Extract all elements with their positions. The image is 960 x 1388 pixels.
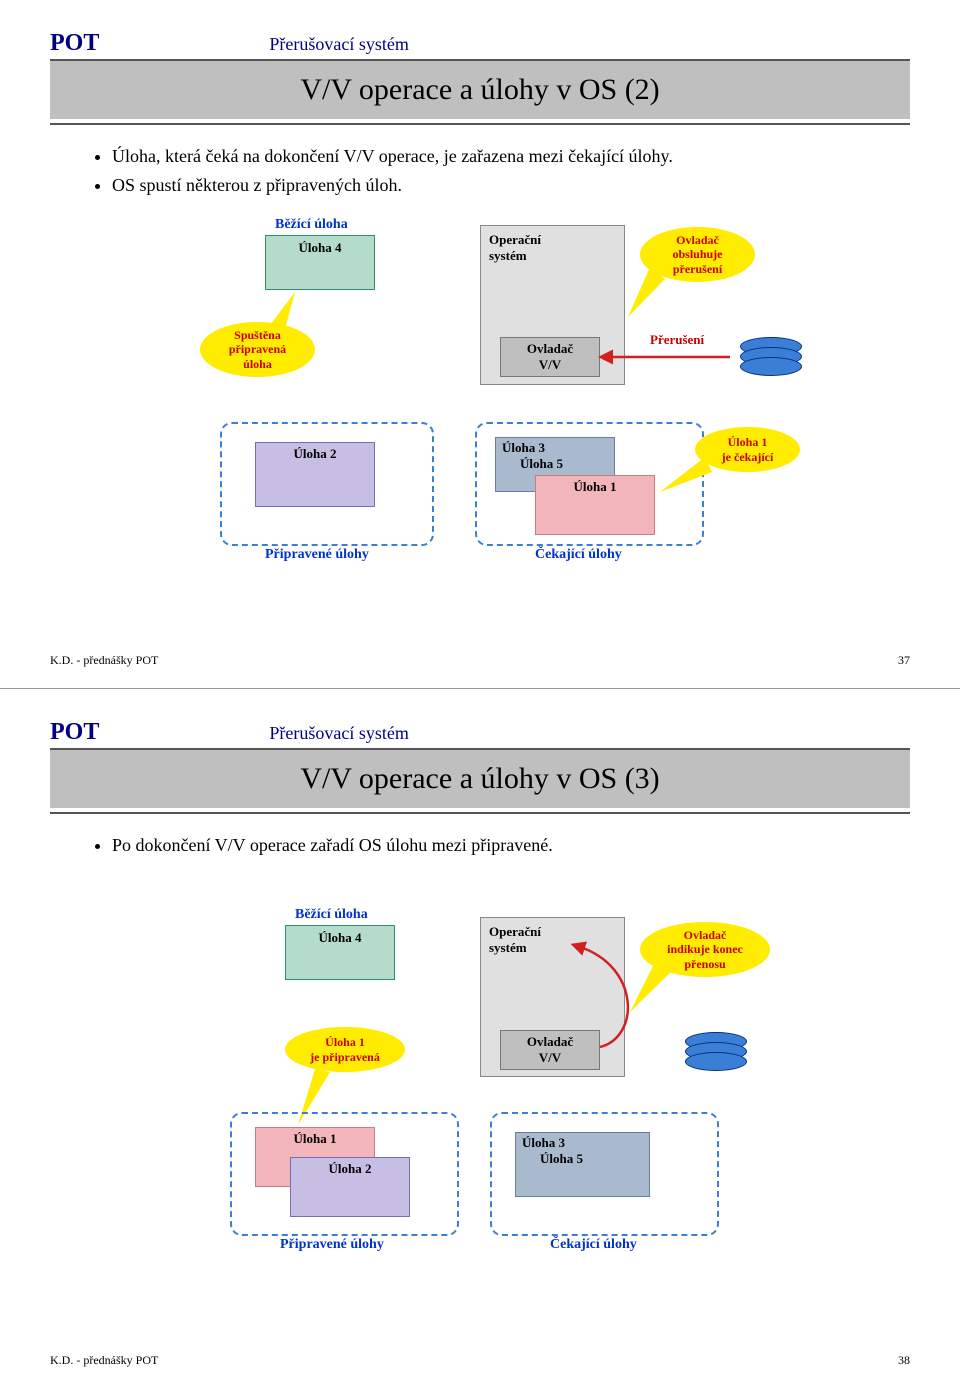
callout-os: Ovladač obsluhuje přerušení (640, 227, 755, 282)
task2-box: Úloha 2 (290, 1157, 410, 1217)
callout-spustena: Spuštěna připravená úloha (200, 322, 315, 377)
diagram-38: Běžící úloha Úloha 4 Operační systém Ovl… (80, 877, 880, 1347)
title-underline (50, 123, 910, 125)
disk-icon (685, 1052, 747, 1071)
bullet-1: Úloha, která čeká na dokončení V/V opera… (112, 143, 910, 170)
footer-credit: K.D. - přednášky POT (50, 1353, 158, 1368)
ready-label: Připravené úlohy (280, 1237, 384, 1253)
running-label: Běžící úloha (275, 217, 348, 233)
os-label: Operační systém (481, 918, 624, 962)
bullet-2: OS spustí některou z připravených úloh. (112, 172, 910, 199)
header-subtitle: Přerušovací systém (269, 34, 408, 55)
waiting-label: Čekající úlohy (535, 547, 622, 563)
task3-label: Úloha 3 (502, 440, 608, 456)
driver-box: Ovladač V/V (500, 337, 600, 377)
header-pot: POT (50, 719, 99, 746)
footer-credit: K.D. - přednášky POT (50, 653, 158, 668)
disk-icon (740, 357, 802, 376)
callout-waiting: Úloha 1 je čekající (695, 427, 800, 472)
bullet-list: Po dokončení V/V operace zařadí OS úlohu… (72, 832, 910, 859)
page-number: 38 (898, 1353, 910, 1368)
slide-38: POT Přerušovací systém V/V operace a úlo… (0, 689, 960, 1388)
page-number: 37 (898, 653, 910, 668)
title-underline (50, 812, 910, 814)
task1-box: Úloha 1 (535, 475, 655, 535)
task2-box: Úloha 2 (255, 442, 375, 507)
task5-label: Úloha 5 (502, 456, 608, 472)
slide-footer: K.D. - přednášky POT 37 (50, 653, 910, 668)
slide-title: V/V operace a úlohy v OS (3) (50, 750, 910, 808)
header-pot: POT (50, 30, 99, 57)
callout-os: Ovladač indikuje konec přenosu (640, 922, 770, 977)
task35-box: Úloha 3 Úloha 5 (515, 1132, 650, 1197)
slide-footer: K.D. - přednášky POT 38 (50, 1353, 910, 1368)
task5-label: Úloha 5 (522, 1151, 643, 1167)
slide-header: POT Přerušovací systém (50, 30, 910, 61)
slide-header: POT Přerušovací systém (50, 719, 910, 750)
driver-box: Ovladač V/V (500, 1030, 600, 1070)
slide-37: POT Přerušovací systém V/V operace a úlo… (0, 0, 960, 688)
task4-box: Úloha 4 (265, 235, 375, 290)
interrupt-label: Přerušení (650, 332, 704, 348)
os-label: Operační systém (481, 226, 624, 270)
task4-box: Úloha 4 (285, 925, 395, 980)
diagram-37: Běžící úloha Úloha 4 Operační systém Ovl… (80, 217, 880, 647)
bullet-list: Úloha, která čeká na dokončení V/V opera… (72, 143, 910, 199)
callout-ready: Úloha 1 je připravená (285, 1027, 405, 1072)
bullet-1: Po dokončení V/V operace zařadí OS úlohu… (112, 832, 910, 859)
header-subtitle: Přerušovací systém (269, 723, 408, 744)
slide-title: V/V operace a úlohy v OS (2) (50, 61, 910, 119)
waiting-label: Čekající úlohy (550, 1237, 637, 1253)
task3-label: Úloha 3 (522, 1135, 643, 1151)
running-label: Běžící úloha (295, 907, 368, 923)
ready-label: Připravené úlohy (265, 547, 369, 563)
